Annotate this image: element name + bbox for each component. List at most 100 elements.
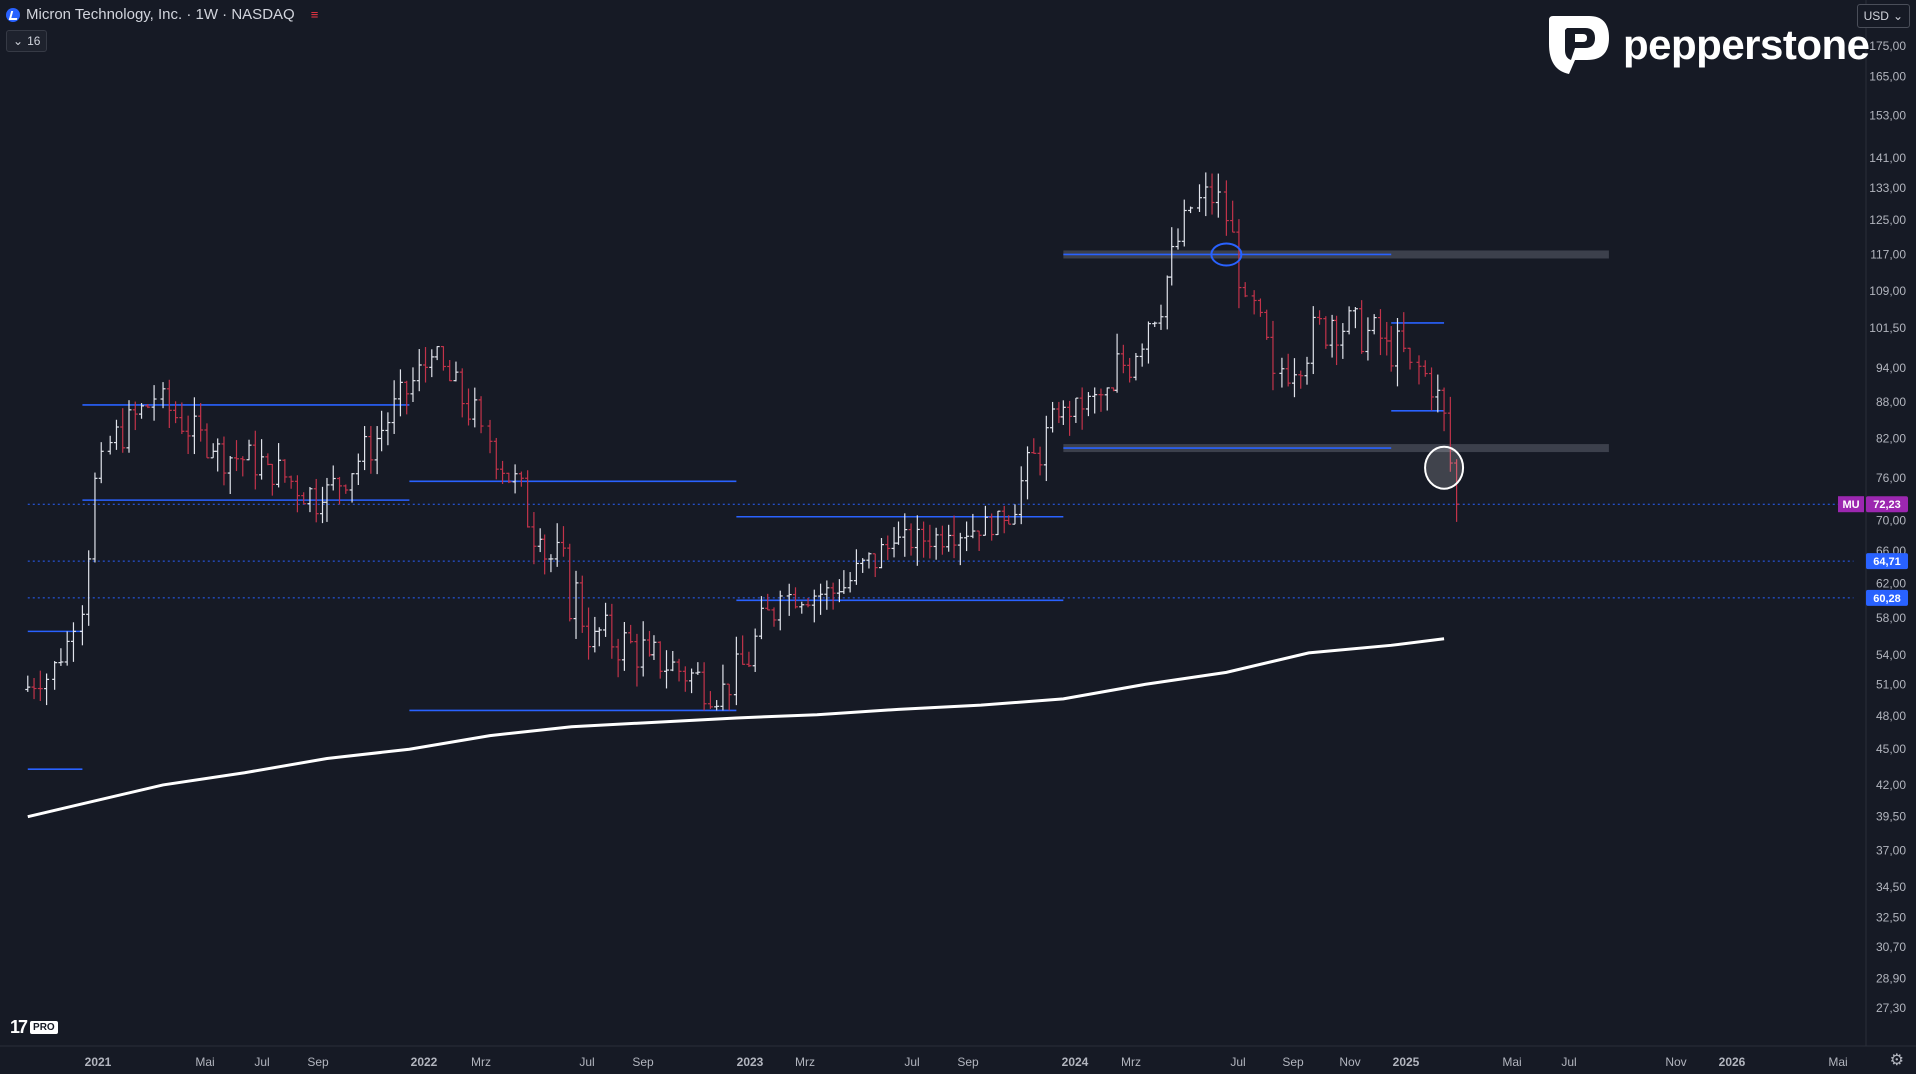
ohlc-bar [885,535,891,560]
ohlc-bar [695,662,701,675]
x-tick-label-20: Nov [1665,1055,1686,1069]
ohlc-bar [818,583,824,615]
ohlc-bar [391,380,397,434]
ohlc-bar [120,408,126,453]
y-tick-label-3: 141,00 [1869,151,1906,165]
ohlc-bar [1298,370,1304,389]
ohlc-bar [282,459,288,483]
ohlc-bar [1133,353,1139,381]
ohlc-bar [765,593,771,611]
pepperstone-mark-icon [1549,16,1609,74]
ohlc-bar [657,641,663,679]
ohlc-bar [841,570,847,594]
menu-icon[interactable]: ≡ [310,7,319,22]
x-tick-label-21: 2026 [1719,1055,1746,1069]
ohlc-bar [31,678,37,700]
ohlc-bar [1251,290,1257,315]
x-tick-label-13: Mrz [1121,1055,1141,1069]
ohlc-bar [227,456,233,494]
pro-badge: PRO [30,1021,58,1034]
currency-selector[interactable]: USD ⌄ [1856,4,1910,28]
ohlc-bar [537,528,543,553]
ohlc-bar [799,601,805,614]
ohlc-bar [368,426,374,474]
ohlc-bar [921,521,927,558]
ohlc-bar [1264,309,1270,340]
ohlc-bar [548,554,554,573]
ohlc-bar [374,426,380,475]
gear-icon[interactable]: ⚙ [1889,1052,1904,1069]
ohlc-bar [707,691,713,709]
ohlc-bar [1441,387,1447,432]
tradingview-logo[interactable]: 17 PRO [10,1017,58,1038]
ohlc-bar [113,419,119,450]
y-tick-label-5: 125,00 [1869,213,1906,227]
ohlc-bar [1012,504,1018,525]
ohlc-bar [221,436,227,486]
ohlc-bar [70,622,76,662]
ohlc-bar [1203,172,1209,217]
price-tag-value-0: 72,23 [1873,499,1901,511]
y-tick-label-21: 42,00 [1876,778,1906,792]
ohlc-bar [1352,307,1358,329]
y-tick-label-22: 39,50 [1876,810,1906,824]
ohlc-bar [1215,173,1221,218]
ohlc-bar [466,388,472,426]
ohlc-bar [860,558,866,573]
ohlc-bar [307,486,313,513]
ohlc-bar [434,345,440,361]
x-tick-label-8: 2023 [737,1055,764,1069]
ohlc-bar [500,460,506,485]
ohlc-bar [1067,400,1073,436]
ohlc-bar [246,439,252,461]
ohlc-bar [1197,184,1203,212]
y-tick-label-4: 133,00 [1869,181,1906,195]
ohlc-bar [560,526,566,557]
ohlc-bar [1006,515,1012,525]
ohlc-bar [269,463,275,496]
ohlc-bar [701,662,707,711]
annotation-layer [1210,242,1465,490]
ohlc-bar [995,510,1001,536]
price-tag-value-2: 60,28 [1873,593,1901,605]
x-tick-label-11: Sep [957,1055,979,1069]
x-tick-label-17: 2025 [1393,1055,1420,1069]
ohlc-bar [1025,446,1031,500]
y-tick-label-9: 94,00 [1876,361,1906,375]
ohlc-bar [139,403,145,419]
ohlc-bar [362,426,368,471]
ohlc-bar [79,605,85,646]
ohlc-bar [1230,200,1236,233]
y-tick-label-13: 70,00 [1876,513,1906,527]
ohlc-bar [1073,397,1079,423]
price-axis[interactable]: 175,00 165,00 153,00 141,00 133,00 125,00 117,… [1869,39,1906,1015]
ohlc-bar [151,385,157,421]
y-tick-label-6: 117,00 [1870,247,1906,261]
x-tick-label-22: Mai [1828,1055,1847,1069]
x-tick-label-10: Jul [904,1055,919,1069]
ohlc-bar [1329,314,1335,358]
x-tick-label-15: Sep [1282,1055,1304,1069]
price-tag-value-1: 64,71 [1873,556,1901,568]
ohlc-bar [579,575,585,633]
ohlc-bar [1416,355,1422,385]
ohlc-bar [1139,343,1145,367]
ohlc-bar [25,675,31,692]
symbol-legend[interactable]: Micron Technology, Inc. · 1W · NASDAQ ≡ [6,6,318,23]
ohlc-bar [330,465,336,491]
ohlc-bar [1435,374,1441,413]
ohlc-bar [1085,392,1091,417]
time-axis[interactable]: 2021 Mai Jul Sep 2022 Mrz Jul Sep 2023 Mrz Jul Sep 2… [85,1055,1848,1069]
ohlc-bar [573,570,579,639]
ohlc-bar [132,401,138,431]
indicators-collapse-button[interactable]: ⌄ 16 [6,30,48,52]
price-tag-layer: MU 72,23 64,71 60,28 [1838,496,1908,606]
ohlc-bar [215,438,221,472]
x-tick-label-2: Jul [254,1055,269,1069]
ohlc-bar [957,532,963,566]
ohlc-bar [198,403,204,442]
ohlc-bar [453,361,459,382]
ohlc-bar [805,597,811,608]
ohlc-bar [1394,318,1400,387]
